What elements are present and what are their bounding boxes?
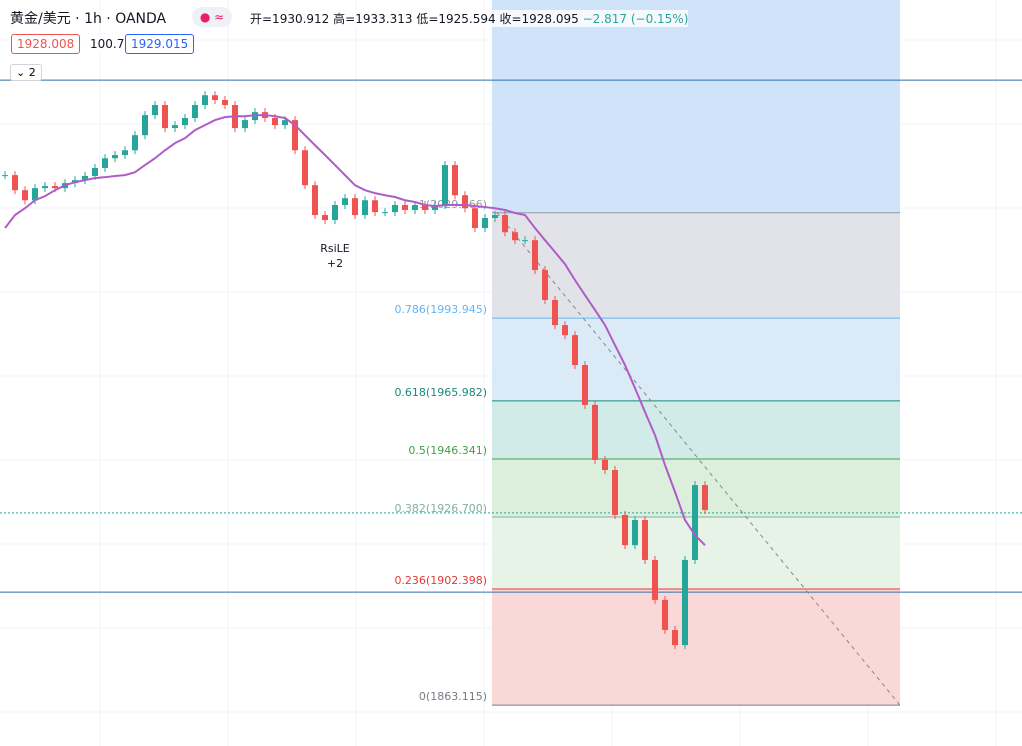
candle	[282, 120, 288, 126]
signal-count: +2	[327, 257, 343, 270]
sell-button[interactable]: 1928.008	[11, 34, 81, 54]
candle	[182, 118, 188, 126]
candle	[352, 198, 358, 216]
symbol[interactable]: 黄金/美元 · 1h · OANDA	[10, 11, 167, 27]
fib-label: 0.618(1965.982)	[394, 386, 487, 399]
candle	[312, 185, 318, 216]
candle	[632, 520, 638, 546]
candle	[602, 459, 608, 471]
candle	[702, 485, 708, 510]
candle	[622, 514, 628, 546]
candle	[32, 188, 38, 201]
indicator-count: 2	[28, 66, 36, 79]
candle	[12, 175, 18, 191]
fib-label: 0.382(1926.700)	[394, 502, 487, 515]
candle	[552, 299, 558, 326]
fib-zone	[492, 400, 900, 459]
candle	[472, 208, 478, 229]
candle	[172, 125, 178, 129]
candle	[432, 204, 438, 211]
candle	[142, 115, 148, 136]
candle	[462, 195, 468, 209]
candle	[52, 186, 58, 189]
candle	[132, 135, 138, 151]
candle	[252, 112, 258, 121]
candle	[102, 158, 108, 169]
candle	[652, 559, 658, 600]
candle	[582, 365, 588, 405]
candle	[672, 630, 678, 646]
change: −2.817 (−0.15%)	[582, 12, 689, 26]
candle	[92, 168, 98, 176]
candle	[302, 150, 308, 186]
candle	[42, 186, 48, 189]
collapse-button[interactable]: ⌄ 2	[10, 64, 42, 81]
candle	[562, 325, 568, 336]
candle	[192, 105, 198, 119]
signal-label: RsiLE	[320, 242, 350, 255]
fib-label: 0(1863.115)	[419, 690, 487, 703]
candle	[452, 165, 458, 196]
candle	[162, 105, 168, 129]
candle	[332, 204, 338, 221]
candle	[82, 175, 88, 181]
fib-zone	[492, 588, 900, 706]
candle	[22, 190, 28, 201]
fib-label: 0.5(1946.341)	[408, 444, 487, 457]
candle	[482, 218, 488, 229]
candle	[212, 95, 218, 100]
spread: 100.7	[84, 34, 131, 54]
fib-label: 0.786(1993.945)	[394, 303, 487, 316]
fib-zone	[492, 318, 900, 401]
candle	[222, 99, 228, 106]
candle	[522, 240, 528, 242]
fib-label: 0.236(1902.398)	[394, 574, 487, 587]
high: 高=1933.313	[333, 12, 413, 26]
candle	[392, 204, 398, 213]
candle	[112, 154, 118, 159]
fib-zone	[492, 212, 900, 319]
candle	[362, 200, 368, 216]
candle	[642, 520, 648, 560]
candle	[502, 215, 508, 233]
candle	[202, 95, 208, 106]
low: 低=1925.594	[416, 12, 496, 26]
candle	[242, 120, 248, 129]
status[interactable]: ● ≈	[192, 7, 232, 27]
candle	[122, 150, 128, 155]
candle	[612, 470, 618, 515]
candle	[402, 204, 408, 211]
candle	[292, 120, 298, 151]
candle	[512, 232, 518, 241]
candle	[382, 212, 388, 214]
candle	[682, 559, 688, 646]
candle	[372, 200, 378, 213]
candle	[492, 215, 498, 219]
candle	[2, 175, 8, 177]
candle	[322, 215, 328, 221]
candle	[662, 599, 668, 631]
candle	[422, 204, 428, 211]
candle	[342, 198, 348, 205]
trend-line	[496, 212, 901, 706]
candle	[532, 240, 538, 271]
candle	[542, 270, 548, 300]
moving-average	[4, 114, 706, 546]
candle	[592, 404, 598, 460]
close: 收=1928.095	[499, 12, 579, 26]
candle	[572, 335, 578, 366]
candle	[442, 165, 448, 205]
buy-button[interactable]: 1929.015	[125, 34, 195, 54]
candle	[692, 485, 698, 560]
candle	[152, 105, 158, 116]
candle	[272, 118, 278, 126]
candle	[412, 204, 418, 211]
time-zone	[492, 0, 900, 213]
open: 开=1930.912	[250, 12, 330, 26]
ohlc: 开=1930.912 高=1933.313 低=1925.594 收=1928.…	[250, 10, 689, 27]
